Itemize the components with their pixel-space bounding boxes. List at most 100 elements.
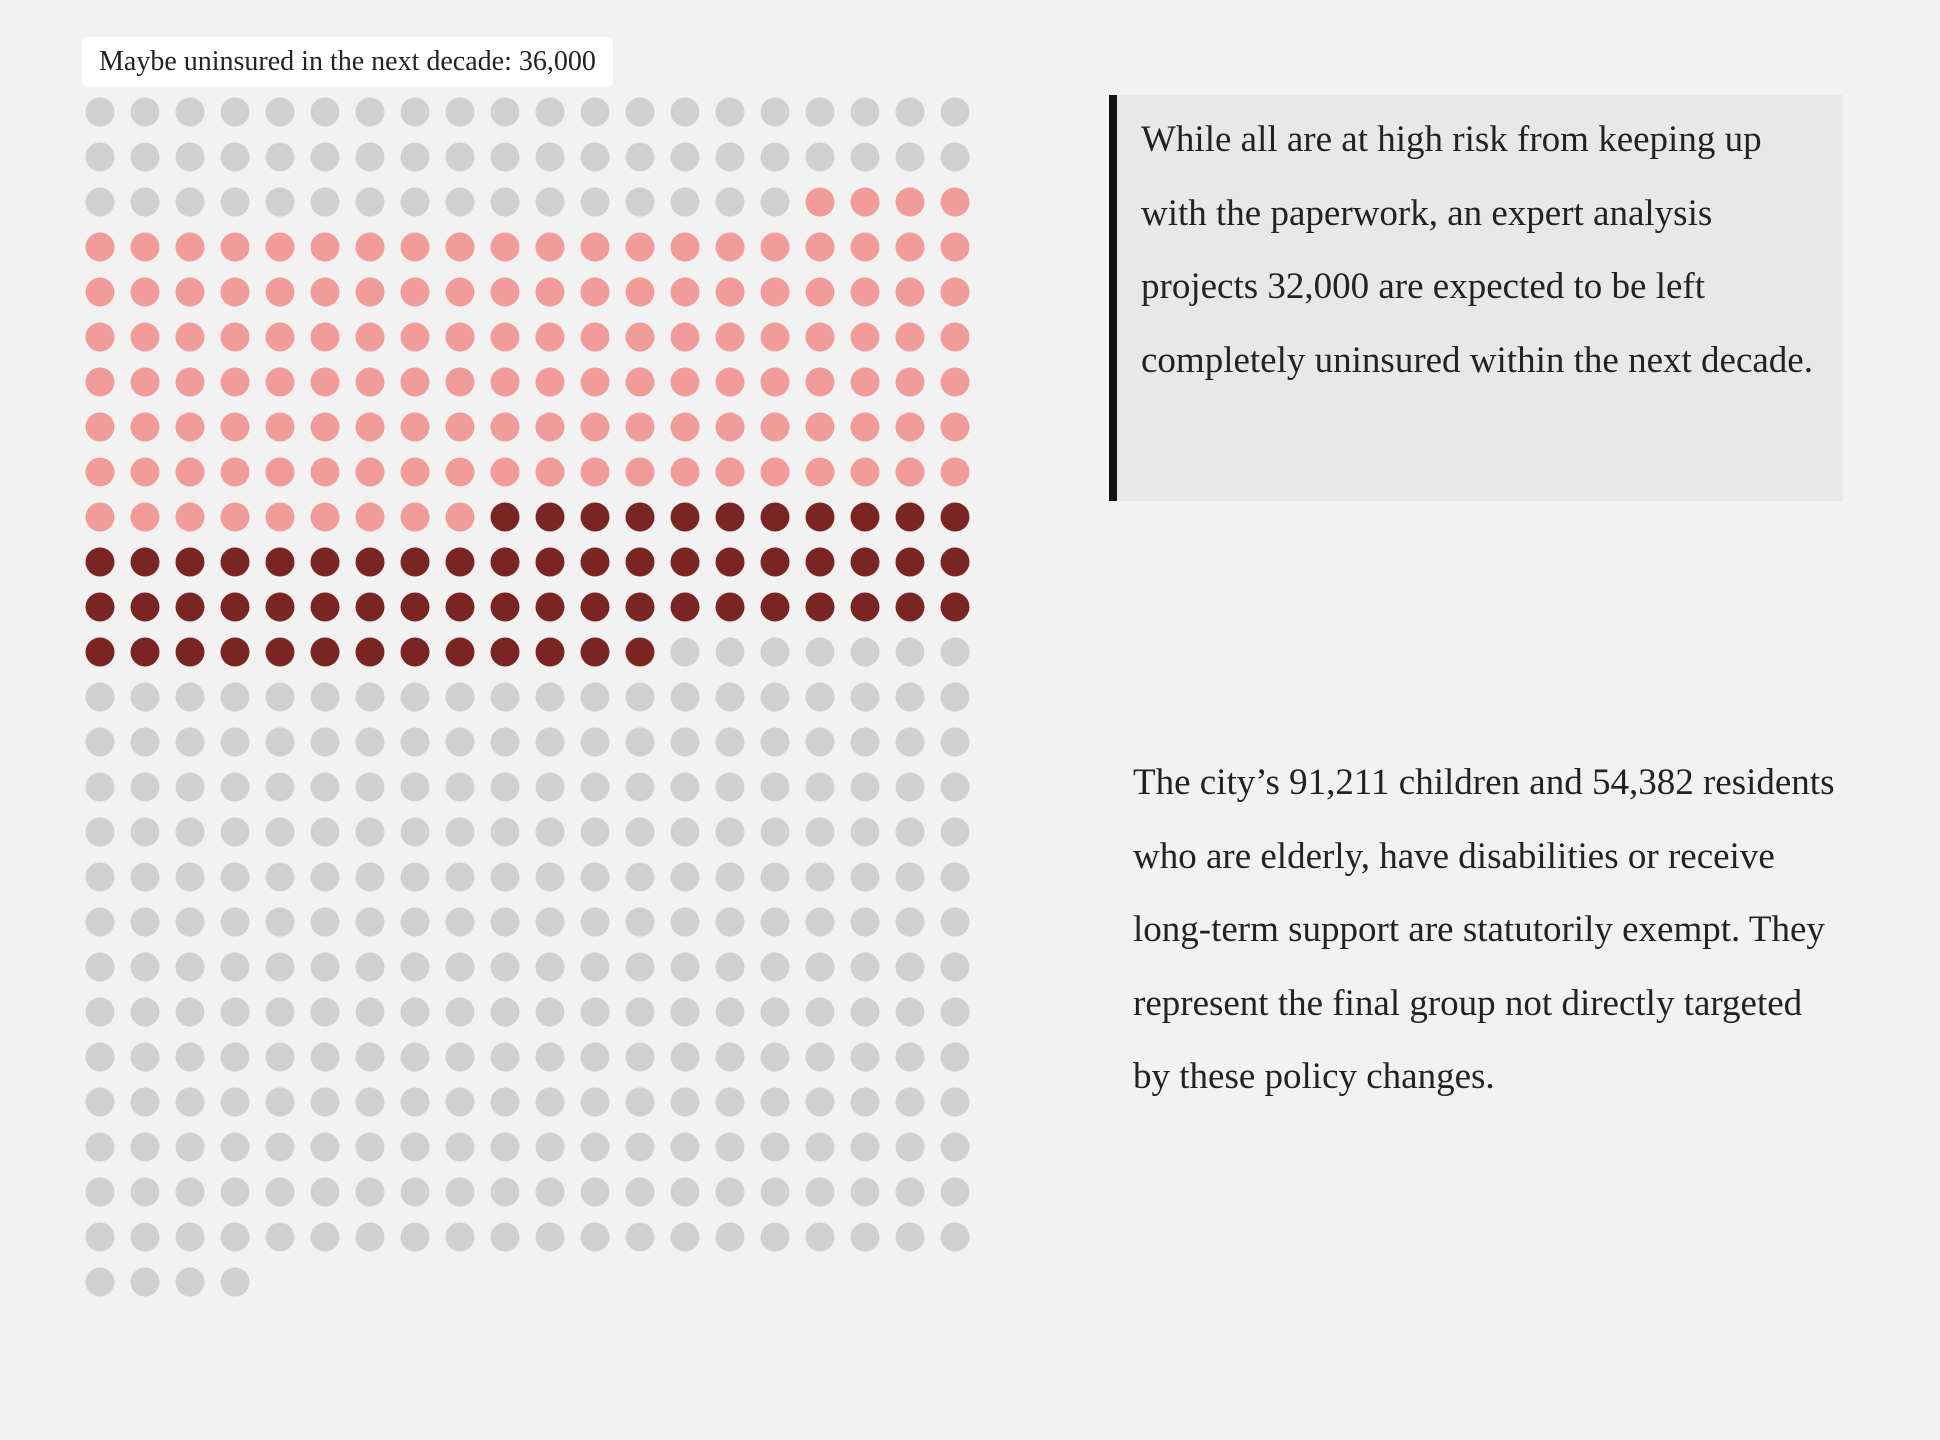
waffle-dot	[715, 142, 745, 172]
waffle-dot	[355, 1042, 385, 1072]
waffle-dot	[400, 1177, 430, 1207]
waffle-dot	[445, 817, 475, 847]
waffle-dot	[580, 637, 610, 667]
waffle-dot	[355, 1132, 385, 1162]
waffle-dot	[175, 1132, 205, 1162]
waffle-dot	[310, 97, 340, 127]
waffle-dot	[940, 367, 970, 397]
waffle-dot	[265, 367, 295, 397]
waffle-dot	[670, 1222, 700, 1252]
waffle-dot	[220, 1132, 250, 1162]
waffle-dot	[715, 1132, 745, 1162]
waffle-dot	[400, 232, 430, 262]
waffle-dot	[715, 1042, 745, 1072]
waffle-dot	[580, 1222, 610, 1252]
waffle-dot	[625, 142, 655, 172]
waffle-dot	[310, 952, 340, 982]
waffle-dot	[310, 1042, 340, 1072]
waffle-dot	[625, 727, 655, 757]
waffle-dot	[220, 592, 250, 622]
waffle-dot	[355, 277, 385, 307]
waffle-dot	[400, 1132, 430, 1162]
waffle-dot	[715, 187, 745, 217]
waffle-dot	[940, 277, 970, 307]
waffle-dot	[715, 547, 745, 577]
waffle-dot	[580, 952, 610, 982]
waffle-dot	[625, 232, 655, 262]
waffle-dot	[625, 1177, 655, 1207]
waffle-dot	[580, 682, 610, 712]
waffle-dot	[670, 952, 700, 982]
waffle-dot	[895, 322, 925, 352]
waffle-dot	[85, 277, 115, 307]
waffle-dot	[310, 142, 340, 172]
waffle-dot	[490, 862, 520, 892]
waffle-dot	[625, 997, 655, 1027]
waffle-dot	[445, 727, 475, 757]
waffle-dot	[175, 907, 205, 937]
waffle-dot	[490, 1042, 520, 1072]
waffle-dot	[805, 322, 835, 352]
waffle-dot	[940, 457, 970, 487]
waffle-dot	[940, 727, 970, 757]
waffle-dot	[400, 502, 430, 532]
waffle-dot	[940, 907, 970, 937]
waffle-dot	[895, 682, 925, 712]
waffle-dot	[580, 997, 610, 1027]
waffle-dot	[850, 187, 880, 217]
waffle-dot	[670, 322, 700, 352]
waffle-dot	[850, 1222, 880, 1252]
waffle-dot	[445, 502, 475, 532]
waffle-dot	[220, 322, 250, 352]
waffle-dot	[400, 457, 430, 487]
waffle-dot	[310, 277, 340, 307]
waffle-dot	[220, 367, 250, 397]
waffle-dot	[940, 592, 970, 622]
waffle-dot	[805, 187, 835, 217]
waffle-dot	[400, 637, 430, 667]
waffle-dot	[625, 187, 655, 217]
waffle-dot	[220, 862, 250, 892]
waffle-dot	[940, 547, 970, 577]
waffle-dot	[490, 1087, 520, 1117]
waffle-dot	[85, 547, 115, 577]
waffle-dot	[490, 682, 520, 712]
waffle-dot	[670, 637, 700, 667]
waffle-dot	[490, 187, 520, 217]
waffle-dot	[175, 862, 205, 892]
waffle-dot	[85, 142, 115, 172]
waffle-dot	[175, 412, 205, 442]
waffle-dot	[850, 1132, 880, 1162]
waffle-dot	[445, 412, 475, 442]
waffle-dot	[490, 592, 520, 622]
waffle-dot	[760, 1222, 790, 1252]
waffle-dot	[175, 457, 205, 487]
waffle-dot	[760, 907, 790, 937]
waffle-dot	[715, 1177, 745, 1207]
waffle-dot	[760, 322, 790, 352]
waffle-dot	[850, 232, 880, 262]
waffle-dot	[895, 727, 925, 757]
waffle-dot	[580, 142, 610, 172]
waffle-dot	[85, 1222, 115, 1252]
waffle-dot	[940, 142, 970, 172]
waffle-dot	[805, 817, 835, 847]
waffle-dot	[715, 907, 745, 937]
waffle-dot	[310, 682, 340, 712]
waffle-dot	[445, 682, 475, 712]
waffle-dot	[310, 187, 340, 217]
waffle-dot	[895, 862, 925, 892]
waffle-dot	[760, 457, 790, 487]
waffle-dot	[535, 997, 565, 1027]
waffle-dot	[130, 727, 160, 757]
chart-tooltip: Maybe uninsured in the next decade: 36,0…	[82, 37, 613, 87]
waffle-dot	[535, 952, 565, 982]
waffle-dot	[895, 817, 925, 847]
waffle-dot	[220, 547, 250, 577]
waffle-dot	[760, 232, 790, 262]
waffle-dot	[490, 997, 520, 1027]
waffle-dot	[895, 637, 925, 667]
waffle-dot	[940, 772, 970, 802]
waffle-dot	[715, 952, 745, 982]
waffle-dot	[85, 1132, 115, 1162]
